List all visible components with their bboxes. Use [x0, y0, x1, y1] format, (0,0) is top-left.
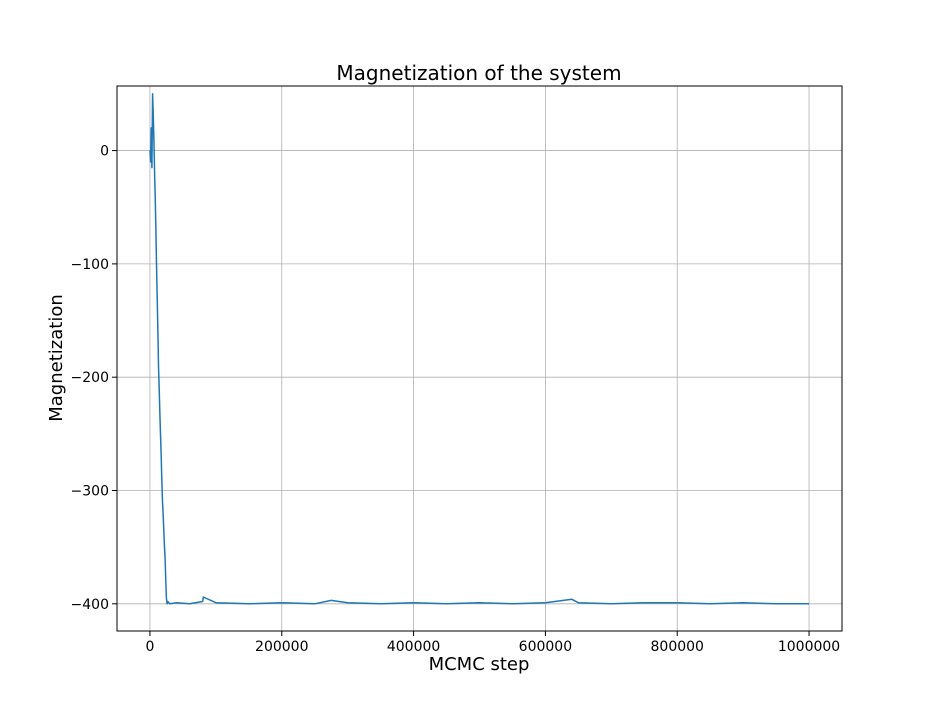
x-tick-label: 800000 [651, 639, 704, 655]
y-tick-label: −400 [71, 597, 109, 613]
y-tick-label: −300 [71, 484, 109, 500]
y-axis-label: Magnetization [46, 294, 67, 422]
series-layer [149, 93, 809, 605]
y-tick-label: 0 [100, 144, 109, 160]
x-tick-label: 1000000 [778, 639, 840, 655]
y-axis: 0 −100 −200 −300 −400 [71, 144, 117, 613]
x-tick-label: 0 [145, 639, 154, 655]
y-tick-label: −200 [71, 370, 109, 386]
x-tick-label: 400000 [387, 639, 440, 655]
x-axis-label: MCMC step [429, 654, 530, 675]
x-tick-label: 600000 [519, 639, 572, 655]
x-tick-label: 200000 [255, 639, 308, 655]
x-axis: 0 200000 400000 600000 800000 1000000 [145, 631, 840, 655]
chart-title: Magnetization of the system [336, 61, 621, 85]
plot-frame [116, 85, 843, 632]
series-line [149, 93, 809, 605]
y-tick-label: −100 [71, 257, 109, 273]
